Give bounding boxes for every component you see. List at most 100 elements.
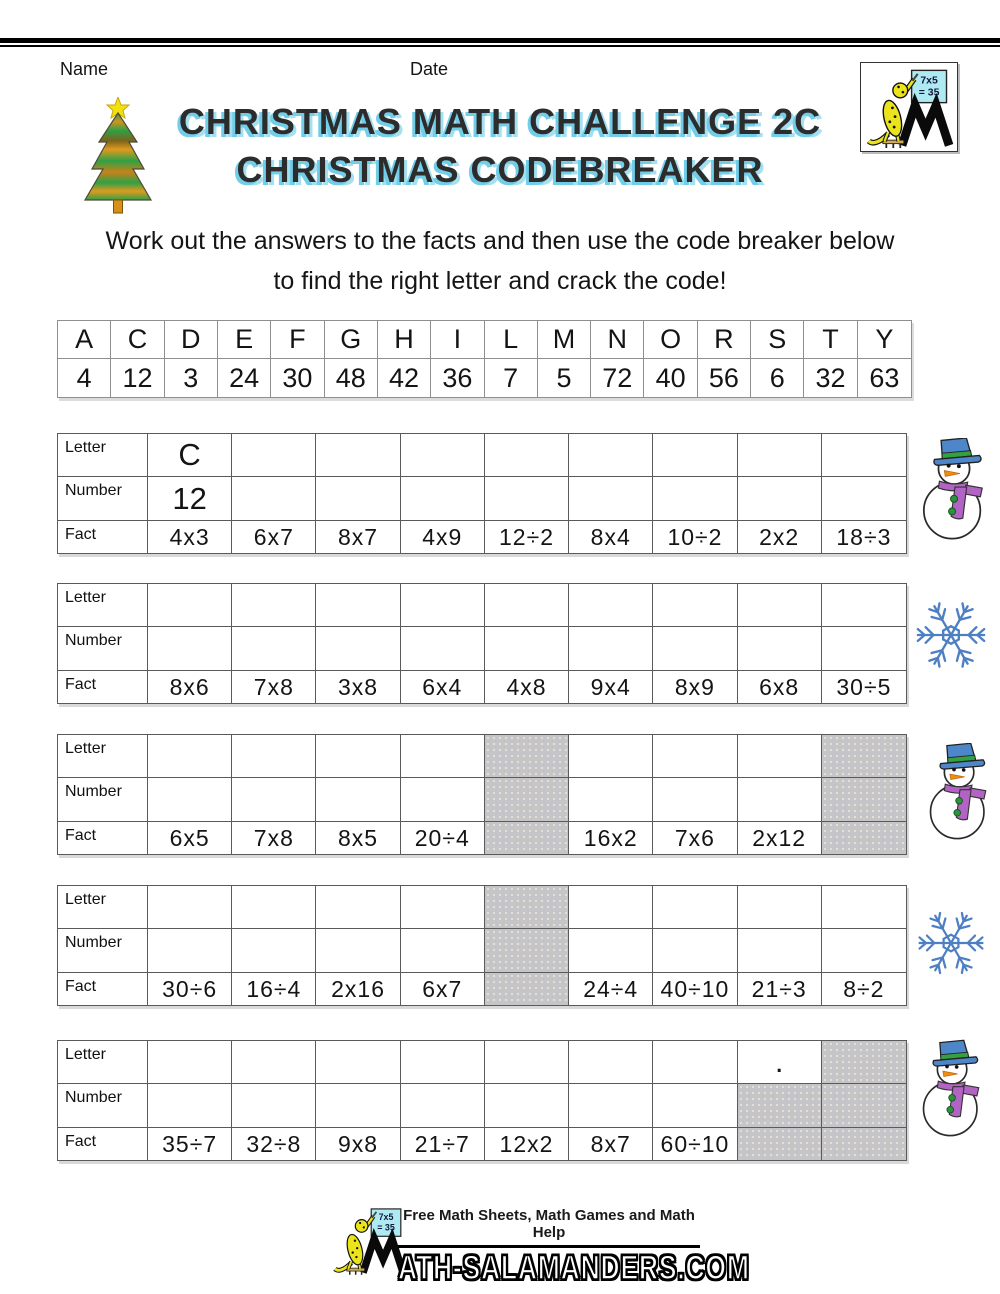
number-cell — [737, 627, 822, 671]
number-cell — [569, 778, 654, 822]
letter-cell — [653, 434, 738, 477]
number-cell — [569, 929, 654, 973]
letter-cell — [821, 434, 906, 477]
fact-cell: 6x7 — [232, 521, 317, 553]
letter-cell — [569, 886, 654, 929]
number-cell — [569, 477, 654, 521]
code-number-cell: 40 — [644, 359, 698, 397]
number-cell — [653, 477, 738, 521]
number-cell — [232, 929, 317, 973]
letter-cell — [316, 434, 401, 477]
fact-cell — [484, 822, 570, 854]
letter-cell — [400, 434, 485, 477]
fact-cell: 6x8 — [738, 671, 822, 703]
fact-cell: 9x4 — [569, 671, 654, 703]
number-cell: 12 — [148, 477, 233, 521]
number-cell — [821, 778, 906, 822]
letter-cell — [316, 886, 401, 929]
fact-cell: 2x2 — [738, 521, 822, 553]
row-label-fact: Fact — [58, 671, 148, 703]
code-number-cell: 30 — [271, 359, 325, 397]
footer: Free Math Sheets, Math Games and Math He… — [332, 1201, 750, 1289]
code-letter-cell: D — [164, 321, 218, 359]
fact-cell: 10÷2 — [653, 521, 738, 553]
fact-cell: 4x9 — [401, 521, 485, 553]
letter-cell — [232, 434, 317, 477]
fact-cell: 4x8 — [485, 671, 570, 703]
letter-cell — [316, 1041, 401, 1084]
fact-cell: 7x6 — [653, 822, 738, 854]
row-label-fact: Fact — [58, 973, 148, 1005]
snowflake-icon — [910, 906, 992, 980]
code-number-cell: 24 — [218, 359, 272, 397]
number-cell — [316, 477, 401, 521]
fact-cell: 30÷5 — [836, 673, 892, 700]
code-letter-cell: E — [217, 321, 272, 359]
number-cell — [653, 929, 738, 973]
row-label-letter: Letter — [58, 584, 148, 627]
fact-cell: 2x16 — [316, 973, 401, 1005]
letter-cell: C — [148, 434, 233, 477]
letter-cell — [148, 735, 233, 778]
letter-cell — [737, 584, 822, 627]
letter-cell — [484, 434, 570, 477]
number-cell — [484, 477, 570, 521]
number-cell — [484, 627, 570, 671]
code-number-cell: 36 — [431, 359, 485, 397]
fact-cell: 16÷4 — [232, 973, 317, 1005]
row-label-letter: Letter — [58, 886, 148, 929]
number-cell — [148, 929, 233, 973]
answer-table-4: Letter Number Fact 30÷6 16÷4 2x16 6x7 24… — [57, 885, 907, 1006]
code-letter-cell: A — [58, 321, 112, 359]
answer-table-1: Letter C Number 12 Fact 4x3 6x7 8x7 4x9 … — [57, 433, 907, 554]
code-letter-cell: G — [324, 321, 378, 359]
letter-cell — [737, 886, 822, 929]
instructions-line2: to find the right letter and crack the c… — [273, 267, 727, 295]
fact-cell: 8x7 — [569, 1128, 654, 1160]
letter-cell — [737, 735, 822, 778]
fact-cell: 3x8 — [316, 671, 401, 703]
number-cell — [821, 929, 906, 973]
row-label-letter: Letter — [58, 434, 148, 477]
code-letter-cell: I — [431, 321, 485, 359]
fact-cell: 7x8 — [232, 671, 317, 703]
letter-cell — [484, 1041, 570, 1084]
row-label-fact: Fact — [58, 521, 148, 553]
code-letter-cell: O — [644, 321, 698, 359]
number-cell — [148, 778, 233, 822]
fact-cell: 35÷7 — [148, 1128, 233, 1160]
code-letter-cell: M — [537, 321, 592, 359]
page-title: CHRISTMAS MATH CHALLENGE 2C — [178, 101, 822, 142]
number-cell — [400, 477, 485, 521]
number-cell — [400, 778, 485, 822]
page-subtitle: CHRISTMAS CODEBREAKER — [236, 149, 764, 190]
fact-cell: 30÷6 — [148, 973, 233, 1005]
fact-cell: 12x2 — [485, 1128, 570, 1160]
number-cell — [148, 1084, 233, 1128]
letter-cell — [737, 434, 822, 477]
answer-table-5: Letter . Number Fact 35÷7 32÷8 9x8 21÷7 … — [57, 1040, 907, 1161]
number-cell — [232, 627, 317, 671]
number-cell — [400, 1084, 485, 1128]
codebreaker-key-table: A C D E F G H I L M N O R S T Y 4 12 3 2… — [57, 320, 912, 398]
fact-cell: 6x4 — [401, 671, 485, 703]
number-cell — [316, 1084, 401, 1128]
instructions-line1: Work out the answers to the facts and th… — [105, 227, 895, 255]
letter-cell — [400, 735, 485, 778]
row-label-number: Number — [58, 1084, 148, 1128]
code-letter-cell: T — [804, 321, 858, 359]
fact-cell: 8÷2 — [843, 975, 885, 1002]
footer-wordmark: ATH-SALAMANDERS.COM — [397, 1248, 750, 1288]
code-number-cell: 5 — [538, 359, 592, 397]
fact-cell — [484, 973, 570, 1005]
letter-cell — [569, 735, 654, 778]
code-number-cell: 72 — [591, 359, 645, 397]
code-number-cell: 3 — [165, 359, 218, 397]
number-cell — [737, 1084, 822, 1128]
letter-cell — [484, 735, 570, 778]
code-letter-cell: Y — [857, 321, 911, 359]
fact-cell: 24÷4 — [569, 973, 654, 1005]
code-number-cell: 12 — [111, 359, 165, 397]
number-cell — [232, 1084, 317, 1128]
number-cell — [232, 477, 317, 521]
